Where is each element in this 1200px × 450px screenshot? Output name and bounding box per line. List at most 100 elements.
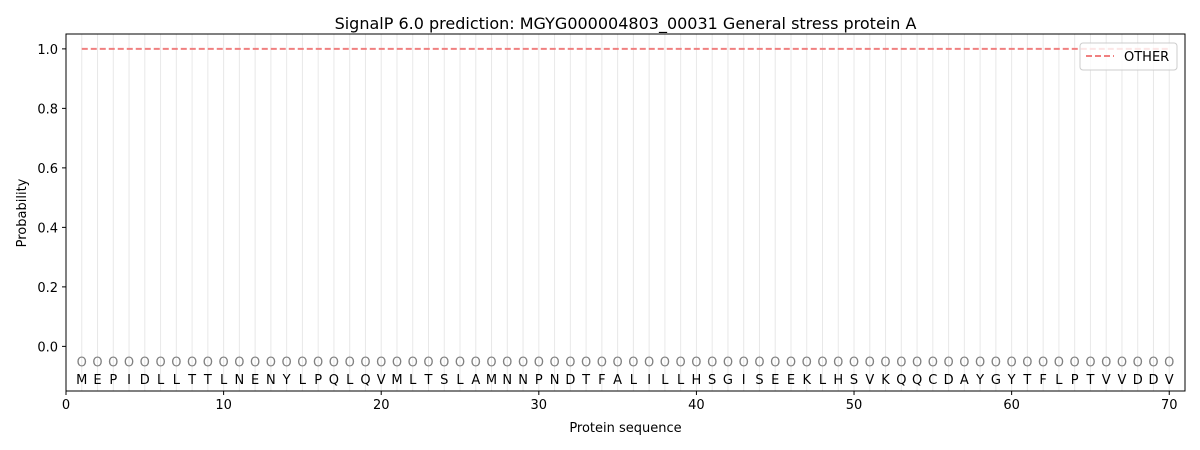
region-mark: O — [802, 355, 812, 370]
sequence-letter: V — [1118, 373, 1127, 388]
sequence-letter: E — [787, 373, 795, 388]
sequence-letter: N — [234, 373, 244, 388]
sequence-letter: L — [299, 373, 307, 388]
sequence-letter: N — [550, 373, 560, 388]
region-mark: O — [408, 355, 418, 370]
region-mark: O — [455, 355, 465, 370]
sequence-letter: V — [1165, 373, 1174, 388]
region-mark: O — [723, 355, 733, 370]
sequence-letter: T — [581, 373, 590, 388]
region-mark: O — [1117, 355, 1127, 370]
region-mark: O — [92, 355, 102, 370]
chart-title: SignalP 6.0 prediction: MGYG000004803_00… — [335, 14, 917, 34]
sequence-letter: H — [833, 373, 843, 388]
sequence-letter: T — [1022, 373, 1031, 388]
region-mark: O — [833, 355, 843, 370]
legend-label-other: OTHER — [1124, 50, 1169, 65]
region-mark: O — [959, 355, 969, 370]
grid-lines — [81, 34, 1170, 391]
region-mark: O — [376, 355, 386, 370]
region-mark: O — [880, 355, 890, 370]
y-tick-label: 1.0 — [37, 43, 58, 58]
plot-frame — [65, 33, 1186, 392]
region-mark: O — [392, 355, 402, 370]
sequence-letter: I — [127, 373, 131, 388]
region-mark: O — [423, 355, 433, 370]
sequence-letter: F — [598, 373, 605, 388]
region-mark: O — [865, 355, 875, 370]
sequence-letter: V — [377, 373, 386, 388]
region-mark: O — [691, 355, 701, 370]
sequence-letter: S — [850, 373, 858, 388]
region-mark: O — [1133, 355, 1143, 370]
x-tick-label: 40 — [688, 398, 705, 413]
sequence-letter: A — [960, 373, 969, 388]
region-mark: O — [203, 355, 213, 370]
region-mark: O — [849, 355, 859, 370]
region-mark: O — [345, 355, 355, 370]
sequence-letter: Y — [1007, 373, 1016, 388]
sequence-letter: Q — [912, 373, 922, 388]
region-mark: O — [155, 355, 165, 370]
region-mark: O — [108, 355, 118, 370]
sequence-letter: T — [187, 373, 196, 388]
sequence-letter: L — [173, 373, 181, 388]
region-mark: O — [1164, 355, 1174, 370]
region-mark: O — [439, 355, 449, 370]
region-mark: O — [549, 355, 559, 370]
region-mark: O — [1070, 355, 1080, 370]
sequence-letter: D — [1148, 373, 1158, 388]
legend-box — [1079, 42, 1178, 71]
sequence-letter: Q — [896, 373, 906, 388]
sequence-letter: D — [944, 373, 954, 388]
legend: OTHER — [1079, 42, 1178, 71]
sequence-letter: M — [391, 373, 402, 388]
y-tick-label: 0.4 — [37, 221, 58, 236]
region-mark: O — [565, 355, 575, 370]
sequence-letter: A — [613, 373, 622, 388]
sequence-letter: S — [440, 373, 448, 388]
region-mark: O — [707, 355, 717, 370]
sequence-letter: Y — [282, 373, 291, 388]
y-tick-label: 0.8 — [37, 102, 58, 117]
sequence-letter: L — [409, 373, 417, 388]
sequence-letter: M — [76, 373, 87, 388]
sequence-letter: L — [630, 373, 638, 388]
sequence-letter: P — [535, 373, 543, 388]
sequence-letter: K — [802, 373, 811, 388]
sequence-letter: L — [157, 373, 165, 388]
sequence-letter: G — [991, 373, 1001, 388]
sequence-letter: D — [140, 373, 150, 388]
sequence-letter: P — [314, 373, 322, 388]
x-tick-label: 30 — [531, 398, 548, 413]
region-mark: O — [77, 355, 87, 370]
region-mark: O — [1038, 355, 1048, 370]
sequence-letter: I — [742, 373, 746, 388]
sequence-letter: L — [346, 373, 354, 388]
sequence-letter: C — [928, 373, 937, 388]
sequence-letter: Y — [975, 373, 984, 388]
region-mark: O — [218, 355, 228, 370]
region-mark: O — [896, 355, 906, 370]
region-mark: O — [975, 355, 985, 370]
region-mark: O — [518, 355, 528, 370]
region-mark: O — [1007, 355, 1017, 370]
x-tick-label: 70 — [1161, 398, 1178, 413]
sequence-letter: E — [771, 373, 779, 388]
sequence-letter: P — [1071, 373, 1079, 388]
region-mark: O — [187, 355, 197, 370]
region-mark: O — [613, 355, 623, 370]
x-tick-label: 10 — [215, 398, 232, 413]
x-axis-label: Protein sequence — [569, 421, 681, 436]
sequence-letter: L — [661, 373, 669, 388]
region-mark: O — [250, 355, 260, 370]
y-tick-label: 0.0 — [37, 340, 58, 355]
sequence-letter: L — [1055, 373, 1063, 388]
x-axis-ticks: 0 10 20 30 40 50 60 70 — [62, 391, 1178, 413]
sequence-letter: Q — [360, 373, 370, 388]
region-mark: O — [660, 355, 670, 370]
region-mark: O — [313, 355, 323, 370]
